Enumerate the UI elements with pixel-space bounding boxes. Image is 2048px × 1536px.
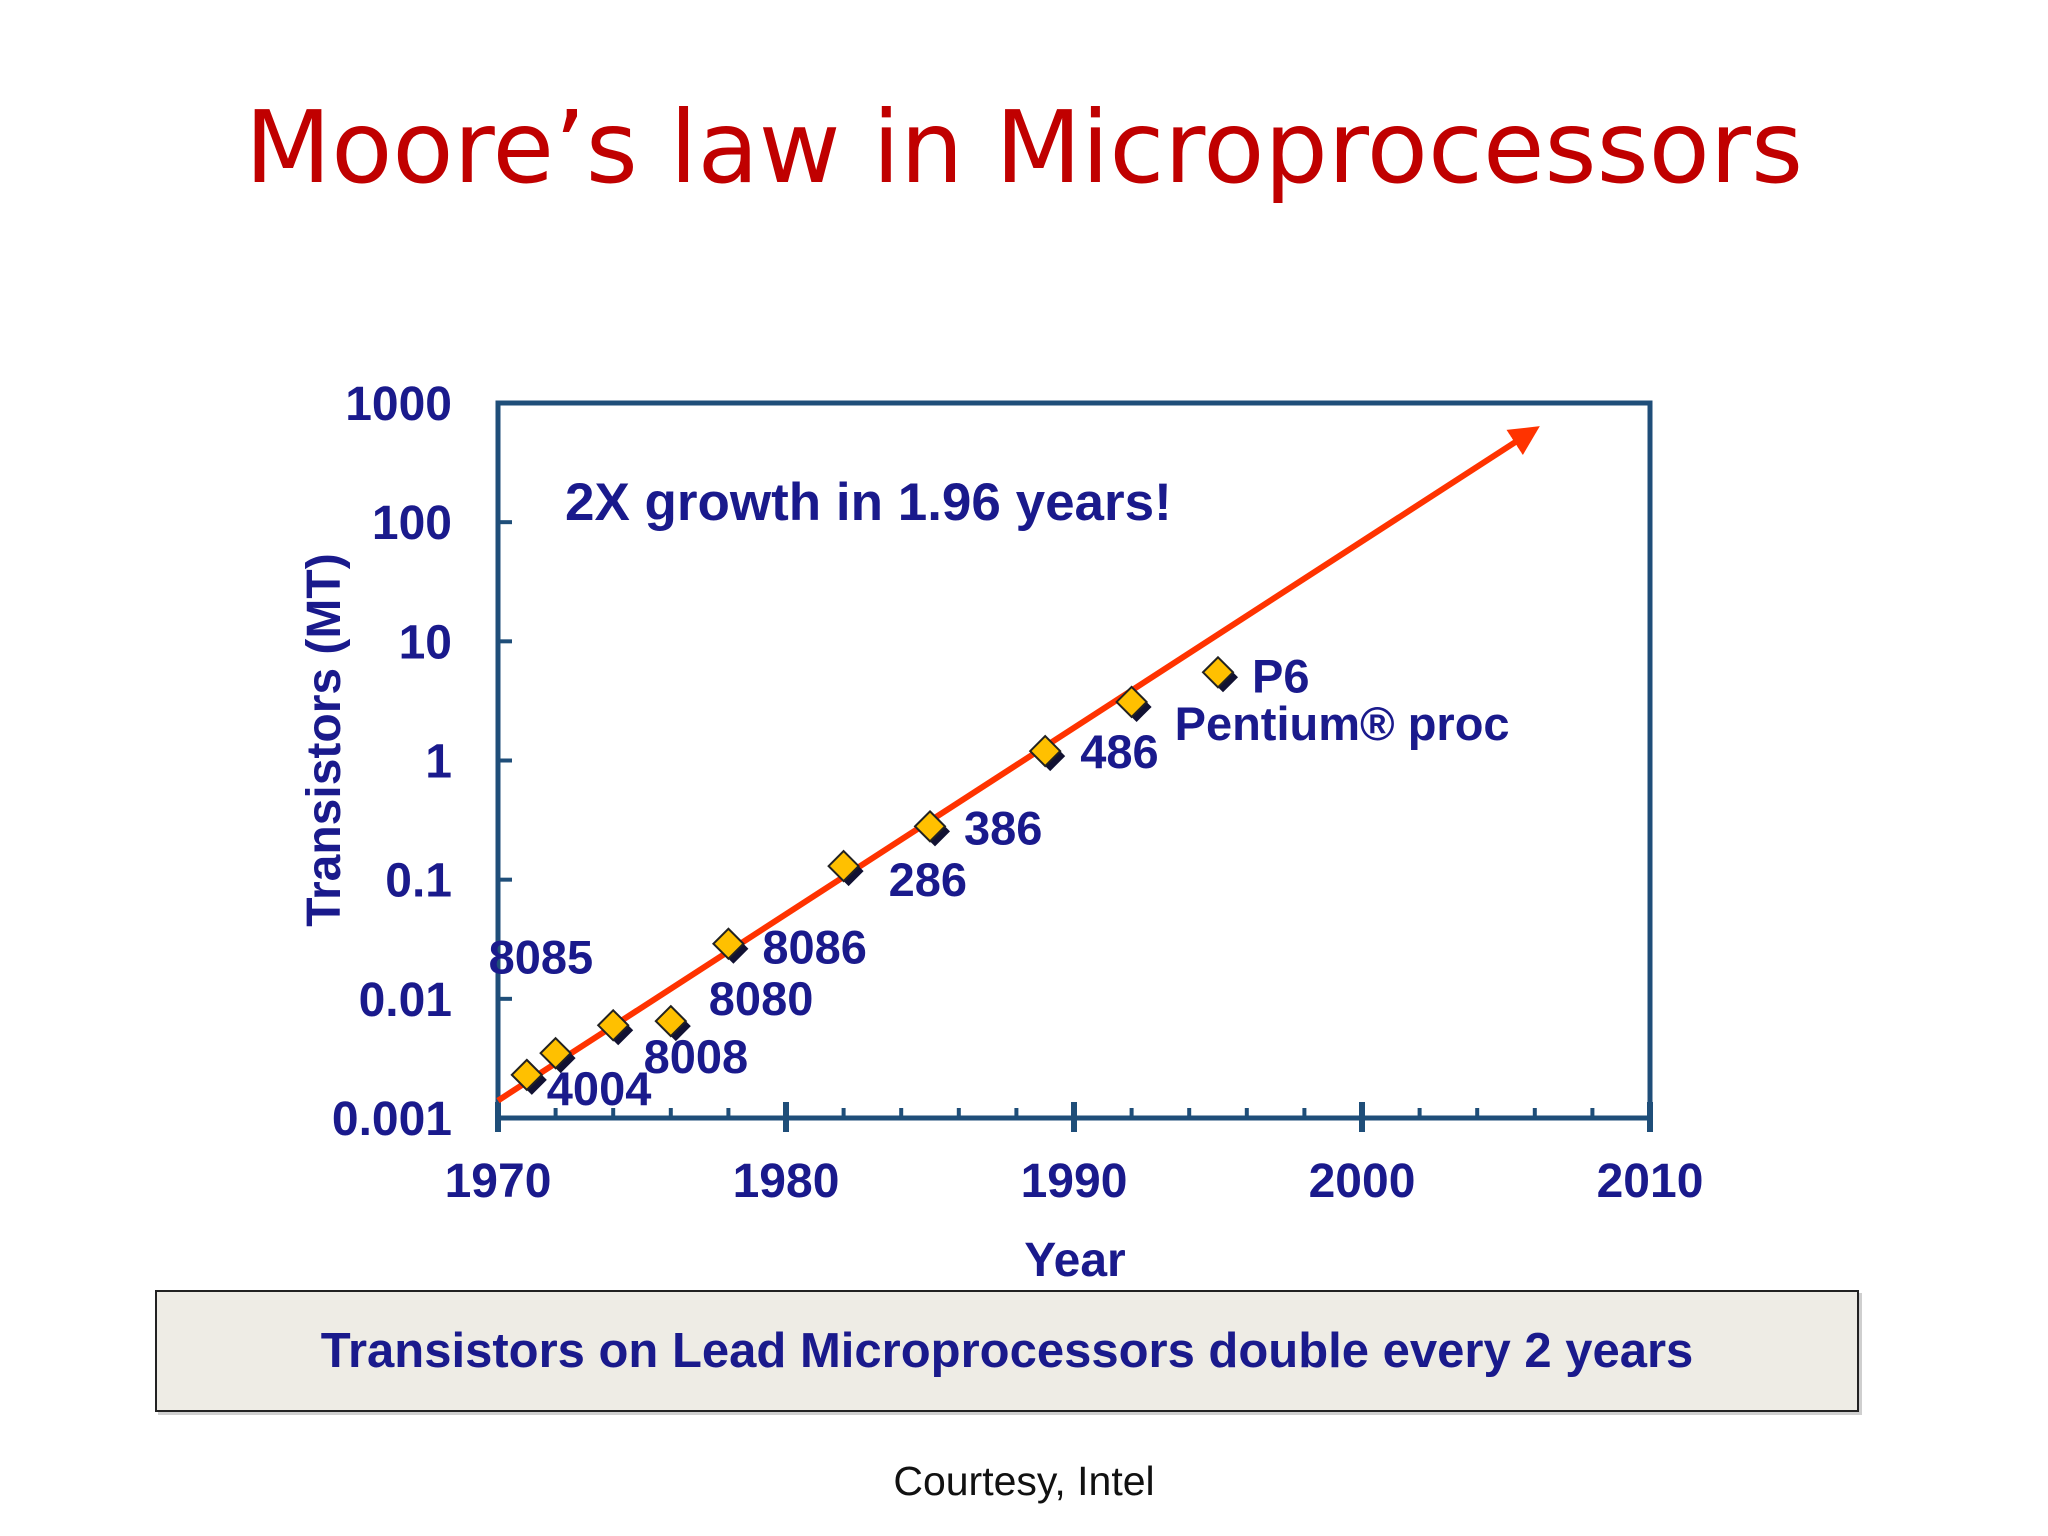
- y-tick-label: 1000: [345, 378, 452, 431]
- caption-text: Transistors on Lead Microprocessors doub…: [320, 1324, 1694, 1378]
- x-tick-label: 1990: [1021, 1155, 1128, 1208]
- data-point: [539, 1036, 573, 1070]
- point-label: 4004: [547, 1062, 652, 1115]
- point-label: P6: [1252, 649, 1310, 702]
- slide-title: Moore’s law in Microprocessors: [244, 89, 1804, 206]
- data-point: [827, 849, 861, 883]
- data-point: [1028, 734, 1062, 768]
- data-point: [510, 1058, 544, 1092]
- data-points: [510, 655, 1238, 1095]
- data-point: [654, 1004, 688, 1038]
- data-point: [913, 809, 947, 843]
- x-axis-title: Year: [1024, 1234, 1125, 1287]
- y-axis-labels: 1000 100 10 1 0.1 0.01 0.001: [332, 378, 452, 1146]
- y-tick-label: 1: [425, 736, 452, 789]
- y-tick-label: 100: [372, 497, 452, 550]
- point-label: 8008: [644, 1030, 749, 1083]
- data-point: [1115, 685, 1149, 719]
- x-tick-label: 2000: [1309, 1155, 1416, 1208]
- y-axis-title: Transistors (MT): [298, 553, 351, 926]
- x-tick-label: 2010: [1597, 1155, 1704, 1208]
- x-axis-labels: 1970 1980 1990 2000 2010: [445, 1155, 1704, 1208]
- point-label: 386: [964, 801, 1042, 854]
- point-label: Pentium® proc: [1175, 697, 1510, 750]
- x-axis-ticks: [495, 401, 1653, 1132]
- point-label: 8086: [762, 921, 867, 974]
- y-tick-label: 0.1: [385, 855, 452, 908]
- courtesy-credit: Courtesy, Intel: [893, 1458, 1155, 1504]
- y-tick-label: 0.001: [332, 1093, 452, 1146]
- x-tick-label: 1980: [733, 1155, 840, 1208]
- data-point: [711, 927, 745, 961]
- y-tick-label: 10: [399, 616, 452, 669]
- point-label: 486: [1080, 725, 1158, 778]
- point-label: 8080: [709, 972, 814, 1025]
- caption-box: Transistors on Lead Microprocessors doub…: [155, 1290, 1859, 1412]
- data-point: [1201, 655, 1235, 689]
- trend-arrow: [496, 426, 1540, 1104]
- y-tick-label: 0.01: [359, 974, 452, 1027]
- transistor-chart: 1970 1980 1990 2000 2010 1000 100 10 1 0.1 0.01 0.…: [298, 378, 1704, 1287]
- data-point: [596, 1008, 630, 1042]
- growth-annotation: 2X growth in 1.96 years!: [565, 473, 1172, 532]
- x-tick-label: 1970: [445, 1155, 552, 1208]
- point-label: 286: [889, 853, 967, 906]
- point-label: 8085: [489, 930, 594, 983]
